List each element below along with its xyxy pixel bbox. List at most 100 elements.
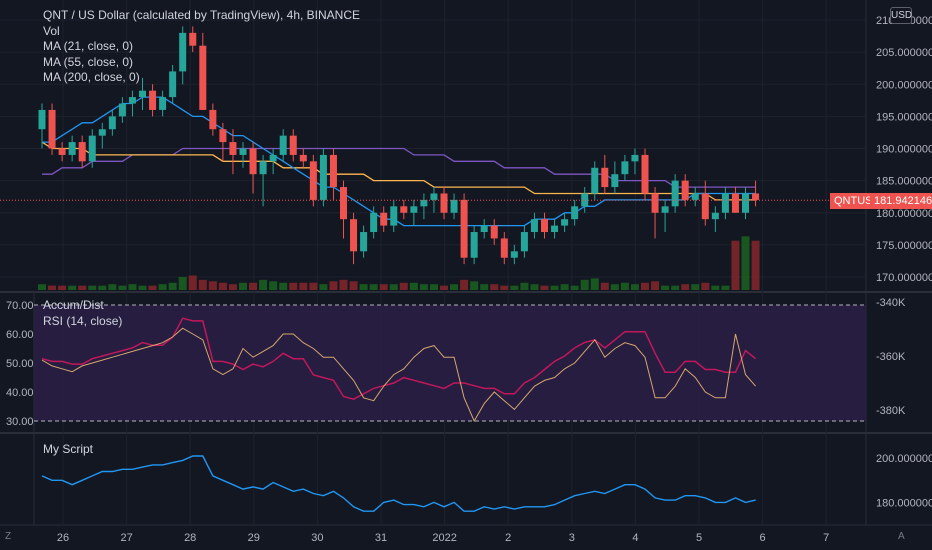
volume-bar [48,285,57,290]
legend-volume[interactable]: Vol [43,23,60,38]
volume-bar [58,285,67,290]
volume-bar [148,285,157,290]
candle-body [239,148,247,155]
legend-accum-dist[interactable]: Accum/Dist [43,298,104,312]
volume-bar [620,282,629,290]
volume-bar [389,284,398,290]
candle-body [159,97,167,110]
candle-body [209,109,217,130]
candle-body [561,219,569,226]
candle-body [671,180,679,207]
time-axis-label: 30 [311,532,323,544]
price-axis-label: 190.000000 [876,144,932,156]
time-axis-label: 27 [120,532,132,544]
volume-bar [178,276,187,290]
candle-body [390,206,398,226]
volume-bar [500,285,509,290]
ma-55-line [41,141,756,201]
candle-body [611,174,619,188]
time-axis-label: 2 [505,532,511,544]
volume-bar [78,285,87,290]
volume-bar [108,284,117,290]
volume-bar [38,284,46,290]
volume-bar [460,279,469,290]
candle-body [430,193,438,200]
chart-legend: QNT / US Dollar (calculated by TradingVi… [43,8,360,86]
candle-body [440,193,448,213]
volume-bar [530,284,539,290]
candle-body [651,193,659,213]
script-axis-label: 180.000000 [876,497,932,509]
candle-body [621,161,629,175]
time-axis-label: 5 [696,532,702,544]
rsi-axis-label: 30.00 [6,416,34,428]
candle-body [319,154,327,200]
candle-body [470,232,478,258]
volume-bar [610,284,619,290]
volume-bar [429,284,438,290]
time-axis-label: 3 [569,532,575,544]
volume-bar [721,285,730,290]
volume-bar [600,282,609,290]
candle-body [169,71,177,98]
volume-bar [751,240,760,290]
candle-body [731,193,739,213]
candle-body [38,109,46,130]
candle-body [711,212,719,220]
volume-bar [731,240,740,290]
time-axis-label: 29 [248,532,260,544]
volume-bar [510,285,519,290]
candle-body [340,187,347,220]
candle-body [289,135,297,155]
candle-body [752,193,760,200]
legend-rsi[interactable]: RSI (14, close) [43,313,123,328]
timezone-toggle-icon[interactable]: Z [5,531,12,542]
rsi-axis-label: 50.00 [6,358,34,370]
candle-body [551,225,559,233]
candle-body [520,232,528,252]
candle-body [78,142,86,162]
volume-bar [560,284,569,290]
volume-bar [329,281,338,290]
chart-title[interactable]: QNT / US Dollar (calculated by TradingVi… [43,8,361,22]
rsi-pane-legend: Accum/Dist RSI (14, close) [43,298,122,329]
rsi-line [41,327,756,423]
candle-body [541,219,548,233]
legend-ma-55[interactable]: MA (55, close, 0) [43,54,134,69]
rsi-band [34,305,866,421]
candle-body [229,142,237,155]
candle-body [450,199,458,213]
currency-badge[interactable]: USD [890,7,912,24]
candle-body [681,180,689,200]
candle-body [460,199,468,258]
volume-bar [228,284,237,290]
my-script-line [41,455,756,512]
candle-body [571,206,579,220]
auto-scale-button[interactable]: A [898,531,905,542]
volume-bar [289,282,298,290]
legend-my-script[interactable]: My Script [43,442,94,456]
script-pane-legend: My Script [43,442,93,458]
candle-body [591,167,599,194]
candle-body [48,109,56,149]
accum-dist-line [41,317,757,401]
legend-ma-200[interactable]: MA (200, close, 0) [43,70,140,84]
candle-body [58,148,66,155]
candle-body [360,232,368,252]
volume-bar [269,281,278,290]
time-axis-label: 6 [760,532,766,544]
volume-bar [158,284,167,290]
volume-bar [580,279,589,290]
candle-body [139,90,146,98]
candle-body [118,103,126,117]
price-axis-label: 175.000000 [876,240,932,252]
candle-body [219,129,227,143]
volume-bar [118,285,127,290]
volume-bar [671,285,680,290]
legend-ma-21[interactable]: MA (21, close, 0) [43,39,134,53]
candle-body [128,97,136,104]
volume-bar [490,284,499,290]
volume-bar [399,282,408,290]
candle-body [701,193,709,220]
